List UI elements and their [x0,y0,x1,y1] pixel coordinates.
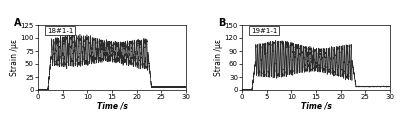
Y-axis label: Strain /με: Strain /με [214,39,223,76]
Text: A: A [14,18,22,28]
Text: 18#1-1: 18#1-1 [47,28,73,34]
X-axis label: Time /s: Time /s [96,102,127,110]
Y-axis label: Strain /με: Strain /με [10,39,19,76]
X-axis label: Time /s: Time /s [301,102,332,110]
Text: B: B [218,18,226,28]
Text: 19#1-1: 19#1-1 [251,28,277,34]
